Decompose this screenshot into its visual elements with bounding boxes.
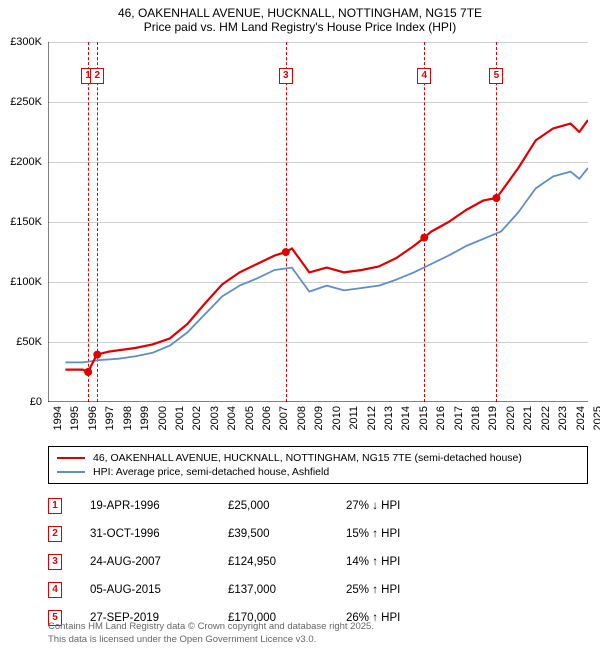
x-axis-label: 2016 bbox=[435, 406, 447, 430]
legend-label: HPI: Average price, semi-detached house,… bbox=[93, 466, 329, 478]
x-axis-label: 2010 bbox=[331, 406, 343, 430]
x-axis-label: 2019 bbox=[487, 406, 499, 430]
sale-point-dot bbox=[282, 248, 290, 256]
legend-row: HPI: Average price, semi-detached house,… bbox=[57, 465, 579, 479]
x-axis-label: 2020 bbox=[505, 406, 517, 430]
x-axis-label: 1998 bbox=[122, 406, 134, 430]
title-line2: Price paid vs. HM Land Registry's House … bbox=[10, 20, 590, 34]
sale-date: 24-AUG-2007 bbox=[90, 556, 200, 568]
sale-marker-box: 3 bbox=[279, 68, 293, 84]
x-axis-label: 1999 bbox=[139, 406, 151, 430]
x-axis-label: 2004 bbox=[226, 406, 238, 430]
x-axis-label: 2003 bbox=[209, 406, 221, 430]
sale-point-dot bbox=[84, 368, 92, 376]
sale-date: 19-APR-1996 bbox=[90, 500, 200, 512]
title-line1: 46, OAKENHALL AVENUE, HUCKNALL, NOTTINGH… bbox=[10, 6, 590, 20]
series-line bbox=[65, 120, 588, 372]
y-axis-label: £50K bbox=[16, 336, 42, 348]
x-axis-label: 2007 bbox=[278, 406, 290, 430]
x-axis-label: 2012 bbox=[366, 406, 378, 430]
legend: 46, OAKENHALL AVENUE, HUCKNALL, NOTTINGH… bbox=[48, 446, 588, 484]
sale-row: 4 05-AUG-2015 £137,000 25% ↑ HPI bbox=[48, 576, 588, 604]
x-axis-label: 2000 bbox=[157, 406, 169, 430]
sale-pct-vs-hpi: 27% ↓ HPI bbox=[346, 500, 456, 512]
sale-row: 3 24-AUG-2007 £124,950 14% ↑ HPI bbox=[48, 548, 588, 576]
legend-row: 46, OAKENHALL AVENUE, HUCKNALL, NOTTINGH… bbox=[57, 451, 579, 465]
x-axis-label: 2024 bbox=[575, 406, 587, 430]
legend-swatch bbox=[57, 471, 85, 473]
x-axis-label: 2006 bbox=[261, 406, 273, 430]
sale-marker-box: 5 bbox=[489, 68, 503, 84]
footer-line2: This data is licensed under the Open Gov… bbox=[48, 634, 374, 646]
x-axis-label: 2017 bbox=[453, 406, 465, 430]
footer-credits: Contains HM Land Registry data © Crown c… bbox=[48, 621, 374, 646]
sale-price: £137,000 bbox=[228, 584, 318, 596]
x-axis-label: 2023 bbox=[557, 406, 569, 430]
sale-pct-vs-hpi: 14% ↑ HPI bbox=[346, 556, 456, 568]
sale-row: 1 19-APR-1996 £25,000 27% ↓ HPI bbox=[48, 492, 588, 520]
sale-point-dot bbox=[420, 234, 428, 242]
footer-line1: Contains HM Land Registry data © Crown c… bbox=[48, 621, 374, 633]
sale-marker-box: 2 bbox=[90, 68, 104, 84]
x-axis-label: 2021 bbox=[522, 406, 534, 430]
x-axis-label: 2018 bbox=[470, 406, 482, 430]
sale-row: 2 31-OCT-1996 £39,500 15% ↑ HPI bbox=[48, 520, 588, 548]
x-axis-label: 2014 bbox=[400, 406, 412, 430]
sale-point-dot bbox=[492, 194, 500, 202]
x-axis-label: 2022 bbox=[540, 406, 552, 430]
sale-marker-box: 4 bbox=[417, 68, 431, 84]
x-axis-label: 1997 bbox=[104, 406, 116, 430]
y-axis-label: £250K bbox=[10, 96, 42, 108]
y-axis-label: £100K bbox=[10, 276, 42, 288]
sale-price: £124,950 bbox=[228, 556, 318, 568]
x-axis-label: 1994 bbox=[52, 406, 64, 430]
x-axis-label: 2009 bbox=[313, 406, 325, 430]
y-axis-label: £150K bbox=[10, 216, 42, 228]
x-axis-label: 2013 bbox=[383, 406, 395, 430]
x-axis-label: 1996 bbox=[87, 406, 99, 430]
line-series-svg bbox=[48, 42, 588, 402]
x-axis-label: 2005 bbox=[244, 406, 256, 430]
sale-index-box: 4 bbox=[48, 582, 62, 598]
sale-index-box: 2 bbox=[48, 526, 62, 542]
sale-index-box: 3 bbox=[48, 554, 62, 570]
legend-swatch bbox=[57, 457, 85, 459]
x-axis-label: 2008 bbox=[296, 406, 308, 430]
y-axis-label: £0 bbox=[30, 396, 42, 408]
x-axis-label: 2015 bbox=[418, 406, 430, 430]
x-axis-label: 2001 bbox=[174, 406, 186, 430]
x-axis-label: 2025 bbox=[592, 406, 600, 430]
x-axis-label: 1995 bbox=[69, 406, 81, 430]
sale-date: 05-AUG-2015 bbox=[90, 584, 200, 596]
sales-table: 1 19-APR-1996 £25,000 27% ↓ HPI 2 31-OCT-1996… bbox=[48, 492, 588, 632]
x-axis-label: 2011 bbox=[348, 406, 360, 430]
y-axis-label: £300K bbox=[10, 36, 42, 48]
sale-price: £39,500 bbox=[228, 528, 318, 540]
legend-label: 46, OAKENHALL AVENUE, HUCKNALL, NOTTINGH… bbox=[93, 452, 522, 464]
sale-index-box: 1 bbox=[48, 498, 62, 514]
sale-price: £25,000 bbox=[228, 500, 318, 512]
title-block: 46, OAKENHALL AVENUE, HUCKNALL, NOTTINGH… bbox=[0, 0, 600, 36]
series-line bbox=[65, 168, 588, 362]
sale-pct-vs-hpi: 15% ↑ HPI bbox=[346, 528, 456, 540]
sale-pct-vs-hpi: 25% ↑ HPI bbox=[346, 584, 456, 596]
sale-date: 31-OCT-1996 bbox=[90, 528, 200, 540]
x-axis-label: 2002 bbox=[191, 406, 203, 430]
sale-point-dot bbox=[93, 351, 101, 359]
chart-area: 12345 £0£50K£100K£150K£200K£250K£300K 19… bbox=[48, 42, 588, 402]
chart-container: 46, OAKENHALL AVENUE, HUCKNALL, NOTTINGH… bbox=[0, 0, 600, 650]
y-axis-label: £200K bbox=[10, 156, 42, 168]
